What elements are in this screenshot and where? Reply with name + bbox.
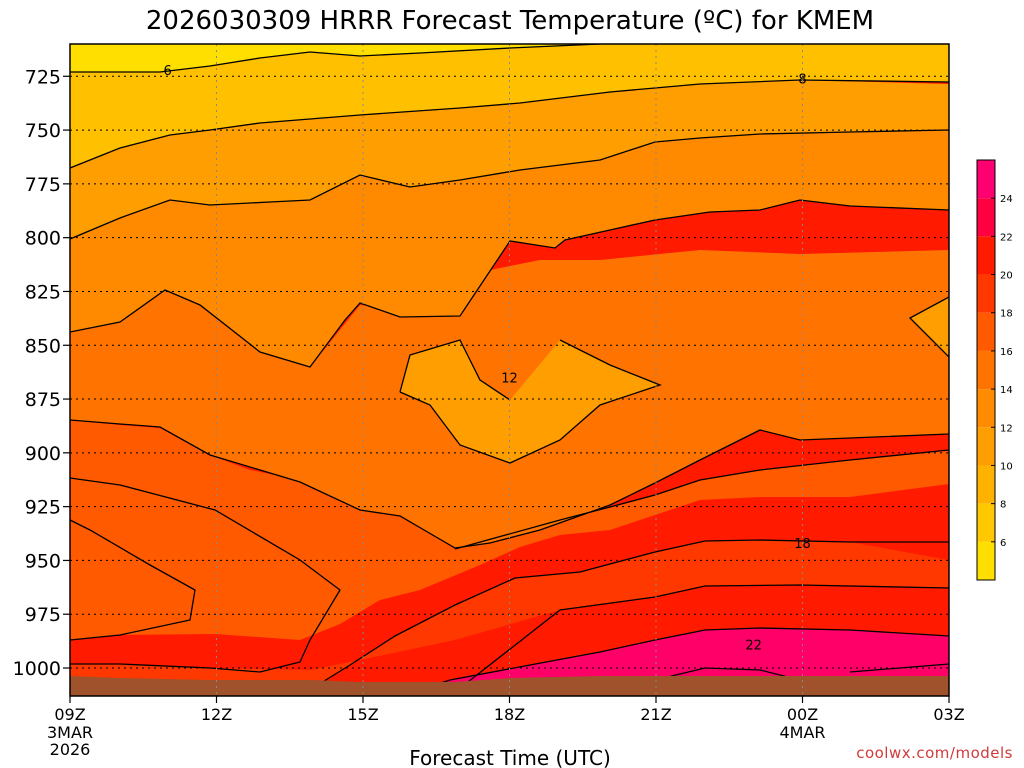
y-tick-label: 800 xyxy=(25,228,61,250)
colorbar-swatch xyxy=(977,198,995,237)
colorbar-label: 16 xyxy=(1000,347,1013,358)
x-tick-label: 18Z xyxy=(494,705,525,724)
contour-line-20 xyxy=(399,584,949,696)
contour-line-16 xyxy=(70,449,949,673)
band-6-8 xyxy=(70,44,600,72)
y-tick-label: 1000 xyxy=(13,658,61,680)
contour-label: 22 xyxy=(745,638,762,653)
contour-line-12b xyxy=(399,339,662,464)
contour-line-14 xyxy=(70,419,949,549)
time-gridlines xyxy=(216,44,803,696)
band-12-14 xyxy=(70,130,949,367)
colorbar-swatch xyxy=(977,427,995,466)
y-tick-label: 850 xyxy=(25,335,61,357)
contour-labels: 6 8 12 18 22 xyxy=(164,64,811,654)
colorbar-swatch xyxy=(977,160,995,199)
y-tick-label: 775 xyxy=(25,174,61,196)
band-12-14-edge xyxy=(910,297,949,357)
x-tick-label: 12Z xyxy=(201,705,232,724)
y-tick-label: 725 xyxy=(25,66,61,88)
x-tick-label: 03Z xyxy=(933,705,964,724)
band-16-18 xyxy=(70,420,949,696)
colorbar-label: 8 xyxy=(1000,500,1006,511)
colorbar-swatch xyxy=(977,541,995,580)
band-8-10 xyxy=(70,44,949,168)
y-tick-label: 950 xyxy=(25,550,61,572)
x-axis-label: Forecast Time (UTC) xyxy=(409,746,611,768)
contour-lines xyxy=(70,44,949,696)
band-18-20 xyxy=(70,540,949,696)
colorbar-label: 22 xyxy=(1000,232,1013,243)
contour-line-10 xyxy=(70,129,949,240)
x-tick-label: 09Z xyxy=(54,705,85,724)
contour-label: 6 xyxy=(164,64,172,79)
y-axis: 725 750 775 800 825 850 875 900 925 950 975 1000 xyxy=(13,66,70,680)
y-tick-label: 825 xyxy=(25,281,61,303)
contour-label: 18 xyxy=(794,537,811,552)
colorbar-swatch xyxy=(977,503,995,542)
colorbar-swatch xyxy=(977,236,995,275)
y-tick-label: 975 xyxy=(25,604,61,626)
x-tick-label: 15Z xyxy=(347,705,378,724)
chart-title: 2026030309 HRRR Forecast Temperature (ºC… xyxy=(146,6,874,36)
x-tick-label: 00Z xyxy=(787,705,818,724)
credit-text: coolwx.com/models xyxy=(856,744,1013,762)
colorbar-swatch xyxy=(977,312,995,351)
colorbar-frame xyxy=(976,159,996,581)
colorbar-label: 24 xyxy=(1000,194,1013,205)
colorbar-swatch xyxy=(977,350,995,390)
y-tick-label: 925 xyxy=(25,497,61,519)
x-tick-date: 3MAR xyxy=(47,723,93,742)
contour-line-6 xyxy=(70,44,601,73)
contour-line-8 xyxy=(70,79,949,169)
colorbar: 6 8 10 12 14 16 18 20 22 24 xyxy=(976,159,1013,581)
colorbar-label: 20 xyxy=(1000,271,1013,282)
contour-line-12a xyxy=(70,199,949,368)
colorbar-swatch xyxy=(977,389,995,428)
y-tick-label: 900 xyxy=(25,443,61,465)
band-12-14-pocket xyxy=(400,340,660,463)
contour-line-12c xyxy=(908,296,949,358)
contour-line-18 xyxy=(299,539,949,696)
x-tick-year: 2026 xyxy=(50,740,91,759)
y-tick-label: 875 xyxy=(25,389,61,411)
contour-label: 8 xyxy=(798,72,806,87)
colorbar-label: 14 xyxy=(1000,385,1013,396)
y-tick-label: 750 xyxy=(25,120,61,142)
colorbar-label: 18 xyxy=(1000,309,1013,320)
x-tick-label: 21Z xyxy=(640,705,671,724)
colorbar-swatch xyxy=(977,274,995,313)
contour-label: 12 xyxy=(501,372,518,387)
colorbar-swatch xyxy=(977,465,995,504)
colorbar-label: 10 xyxy=(1000,461,1013,472)
colorbar-label: 6 xyxy=(1000,538,1006,549)
colorbar-label: 12 xyxy=(1000,423,1013,434)
x-tick-date: 4MAR xyxy=(779,723,825,742)
